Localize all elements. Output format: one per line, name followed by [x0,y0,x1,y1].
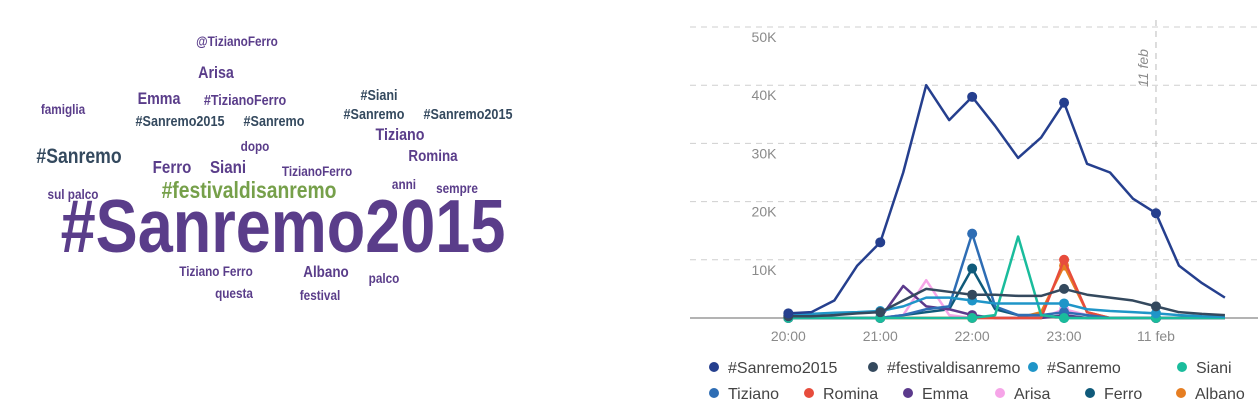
series-marker [967,313,978,323]
legend-label: Albano [1195,386,1245,403]
y-tick-label: 20K [752,204,778,220]
legend-swatch [1177,362,1187,372]
cloud-word: dopo [241,138,270,154]
legend-label: Emma [922,386,968,403]
cloud-word: festival [300,287,340,303]
cloud-word: #festivaldisanremo [162,179,337,204]
series-marker [875,237,886,248]
series-marker [967,263,978,274]
cloud-word: Romina [408,148,458,165]
legend-swatch [995,388,1005,398]
series-marker [1059,254,1070,265]
x-tick-label: 23:00 [1047,328,1082,344]
cloud-word: #Sanremo2015 [61,184,506,268]
cloud-word: famiglia [41,101,86,117]
series-marker [1150,308,1161,319]
legend-swatch [868,362,878,372]
x-tick-label: 20:00 [771,328,806,344]
series-marker [1150,208,1161,219]
legend-swatch [1085,388,1095,398]
annotation-label: 11 feb [1135,49,1151,87]
series-marker [1059,298,1070,309]
y-tick-label: 40K [752,87,778,103]
cloud-word: #Sanremo [36,145,121,169]
legend-swatch [804,388,814,398]
x-tick-label: 22:00 [955,328,990,344]
series-marker [1059,283,1070,294]
x-tick-label: 11 feb [1137,328,1175,344]
series-marker [875,307,886,318]
series-marker [1059,97,1070,108]
cloud-word: #Sanremo2015 [136,112,225,129]
cloud-word: Tiziano Ferro [179,263,253,279]
cloud-word: palco [369,270,400,286]
legend-swatch [709,362,719,372]
legend-label: #festivaldisanremo [887,360,1021,377]
legend-label: Ferro [1104,386,1142,403]
legend-swatch [1176,388,1186,398]
cloud-word: TizianoFerro [282,163,352,179]
series-marker [783,308,794,319]
cloud-word: questa [215,285,254,301]
legend-swatch [709,388,719,398]
word-cloud: @TizianoFerro Arisa famiglia Emma #TizianoFe… [36,33,512,303]
cloud-word: Albano [303,264,349,281]
cloud-word: #Sanremo2015 [424,105,513,122]
series-marker [967,91,978,102]
cloud-word: sul palco [48,186,99,202]
legend-label: Siani [1196,360,1232,377]
cloud-word: anni [392,176,416,192]
legend-label: #Sanremo [1047,360,1121,377]
cloud-word: Arisa [198,64,234,82]
y-tick-label: 30K [752,145,778,161]
line-chart: 10K 20K 30K 40K 50K 20:00 21:00 22:00 23:00 11 fe… [690,20,1258,403]
legend-swatch [903,388,913,398]
cloud-word: Ferro [153,157,192,178]
x-tick-label: 21:00 [863,328,898,344]
series-marker [967,289,978,300]
y-tick-label: 10K [752,262,778,278]
cloud-word: #TizianoFerro [204,91,286,108]
y-tick-label: 50K [752,29,778,45]
legend-label: Tiziano [728,386,779,403]
series-marker [1150,301,1161,312]
series-marker [1059,313,1070,323]
legend-label: Romina [823,386,878,403]
cloud-word: @TizianoFerro [196,33,278,49]
legend-label: Arisa [1014,386,1051,403]
cloud-word: Emma [138,90,181,108]
cloud-word: #Siani [360,86,397,103]
series-marker [967,228,978,239]
cloud-word: #Sanremo [244,112,305,129]
cloud-word: Siani [210,157,246,178]
cloud-word: Tiziano [376,126,425,144]
legend-label: #Sanremo2015 [728,360,838,377]
cloud-word: sempre [436,180,478,196]
cloud-word: #Sanremo [344,105,405,122]
legend-swatch [1028,362,1038,372]
